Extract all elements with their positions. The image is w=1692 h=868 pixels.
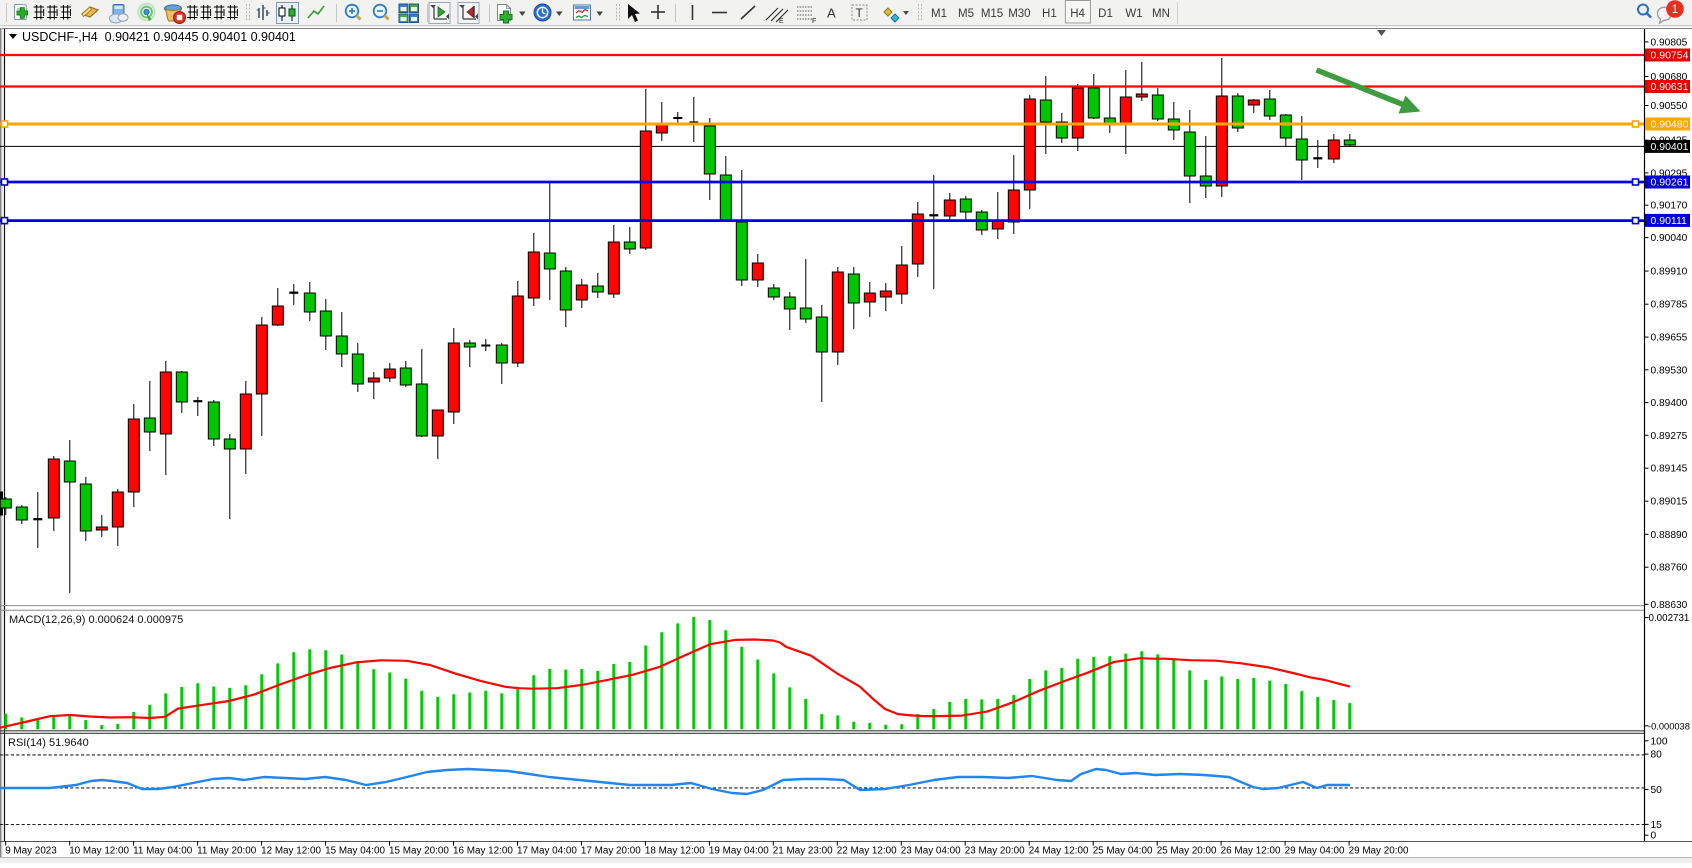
svg-text:26 May 12:00: 26 May 12:00 xyxy=(1221,846,1281,857)
svg-text:0.89530: 0.89530 xyxy=(1651,365,1688,376)
svg-text:0.90261: 0.90261 xyxy=(1651,177,1689,189)
svg-text:0.88760: 0.88760 xyxy=(1651,563,1688,574)
svg-text:0.89655: 0.89655 xyxy=(1651,333,1688,344)
svg-text:100: 100 xyxy=(1651,736,1668,747)
svg-text:25 May 20:00: 25 May 20:00 xyxy=(1157,846,1217,857)
svg-text:21 May 23:00: 21 May 23:00 xyxy=(773,846,833,857)
svg-text:15 May 04:00: 15 May 04:00 xyxy=(325,846,385,857)
svg-text:11 May 20:00: 11 May 20:00 xyxy=(197,846,257,857)
svg-text:10 May 12:00: 10 May 12:00 xyxy=(69,846,129,857)
svg-text:W1: W1 xyxy=(1125,8,1142,20)
svg-text:22 May 12:00: 22 May 12:00 xyxy=(837,846,897,857)
svg-text:0.89400: 0.89400 xyxy=(1651,398,1688,409)
svg-text:0.90111: 0.90111 xyxy=(1651,215,1688,227)
svg-text:T: T xyxy=(856,6,864,20)
svg-text:0.90631: 0.90631 xyxy=(1651,81,1689,93)
svg-text:0.89015: 0.89015 xyxy=(1651,497,1688,508)
svg-text:0.90040: 0.90040 xyxy=(1651,233,1688,244)
svg-text:0.90805: 0.90805 xyxy=(1651,37,1688,48)
svg-text:29 May 20:00: 29 May 20:00 xyxy=(1349,846,1409,857)
svg-text:F: F xyxy=(812,18,816,25)
svg-text:M15: M15 xyxy=(981,8,1003,20)
svg-text:MACD(12,26,9) 0.000624 0.00097: MACD(12,26,9) 0.000624 0.000975 xyxy=(9,614,183,626)
svg-text:0.89785: 0.89785 xyxy=(1651,300,1688,311)
svg-text:15: 15 xyxy=(1651,820,1663,831)
svg-text:A: A xyxy=(827,6,836,21)
svg-text:24 May 12:00: 24 May 12:00 xyxy=(1029,846,1089,857)
svg-text:0.90680: 0.90680 xyxy=(1651,72,1688,83)
svg-text:E: E xyxy=(779,18,784,25)
svg-text:11 May 04:00: 11 May 04:00 xyxy=(133,846,193,857)
svg-text:16 May 12:00: 16 May 12:00 xyxy=(453,846,513,857)
svg-text:0.88890: 0.88890 xyxy=(1651,530,1688,541)
svg-text:23 May 04:00: 23 May 04:00 xyxy=(901,846,961,857)
svg-text:23 May 20:00: 23 May 20:00 xyxy=(965,846,1025,857)
svg-text:15 May 20:00: 15 May 20:00 xyxy=(389,846,449,857)
svg-text:H1: H1 xyxy=(1042,8,1057,20)
svg-text:M1: M1 xyxy=(931,8,947,20)
svg-text:80: 80 xyxy=(1651,750,1663,761)
svg-text:25 May 04:00: 25 May 04:00 xyxy=(1093,846,1153,857)
svg-text:H4: H4 xyxy=(1070,8,1085,20)
svg-text:0.89275: 0.89275 xyxy=(1651,431,1688,442)
svg-text:9 May 2023: 9 May 2023 xyxy=(5,846,57,857)
svg-text:M30: M30 xyxy=(1008,8,1030,20)
svg-text:17 May 04:00: 17 May 04:00 xyxy=(517,846,577,857)
svg-text:USDCHF-,H4 0.90421 0.90445 0.: USDCHF-,H4 0.90421 0.90445 0.90401 0.904… xyxy=(22,30,296,44)
svg-text:29 May 04:00: 29 May 04:00 xyxy=(1285,846,1345,857)
svg-text:0.90401: 0.90401 xyxy=(1651,141,1689,153)
svg-text:1: 1 xyxy=(1672,2,1679,16)
svg-text:0.002731: 0.002731 xyxy=(1649,613,1690,624)
svg-text:D1: D1 xyxy=(1098,8,1113,20)
svg-text:50: 50 xyxy=(1651,785,1663,796)
svg-text:0.90480: 0.90480 xyxy=(1651,119,1689,131)
svg-text:0.88630: 0.88630 xyxy=(1651,600,1688,611)
svg-text:0.89145: 0.89145 xyxy=(1651,464,1688,475)
svg-text:0: 0 xyxy=(1651,831,1657,842)
svg-text:19 May 04:00: 19 May 04:00 xyxy=(709,846,769,857)
svg-text:RSI(14) 51.9640: RSI(14) 51.9640 xyxy=(8,737,89,749)
svg-text:12 May 12:00: 12 May 12:00 xyxy=(261,846,321,857)
svg-text:0.90295: 0.90295 xyxy=(1651,168,1688,179)
svg-text:0.90754: 0.90754 xyxy=(1651,50,1689,62)
svg-text:0.89910: 0.89910 xyxy=(1651,267,1688,278)
svg-text:MN: MN xyxy=(1152,8,1170,20)
svg-text:0.90550: 0.90550 xyxy=(1651,101,1688,112)
svg-text:18 May 12:00: 18 May 12:00 xyxy=(645,846,705,857)
svg-text:0.90170: 0.90170 xyxy=(1651,201,1688,212)
svg-text:M5: M5 xyxy=(958,8,974,20)
svg-text:17 May 20:00: 17 May 20:00 xyxy=(581,846,641,857)
svg-text:-0.000038: -0.000038 xyxy=(1648,721,1690,731)
